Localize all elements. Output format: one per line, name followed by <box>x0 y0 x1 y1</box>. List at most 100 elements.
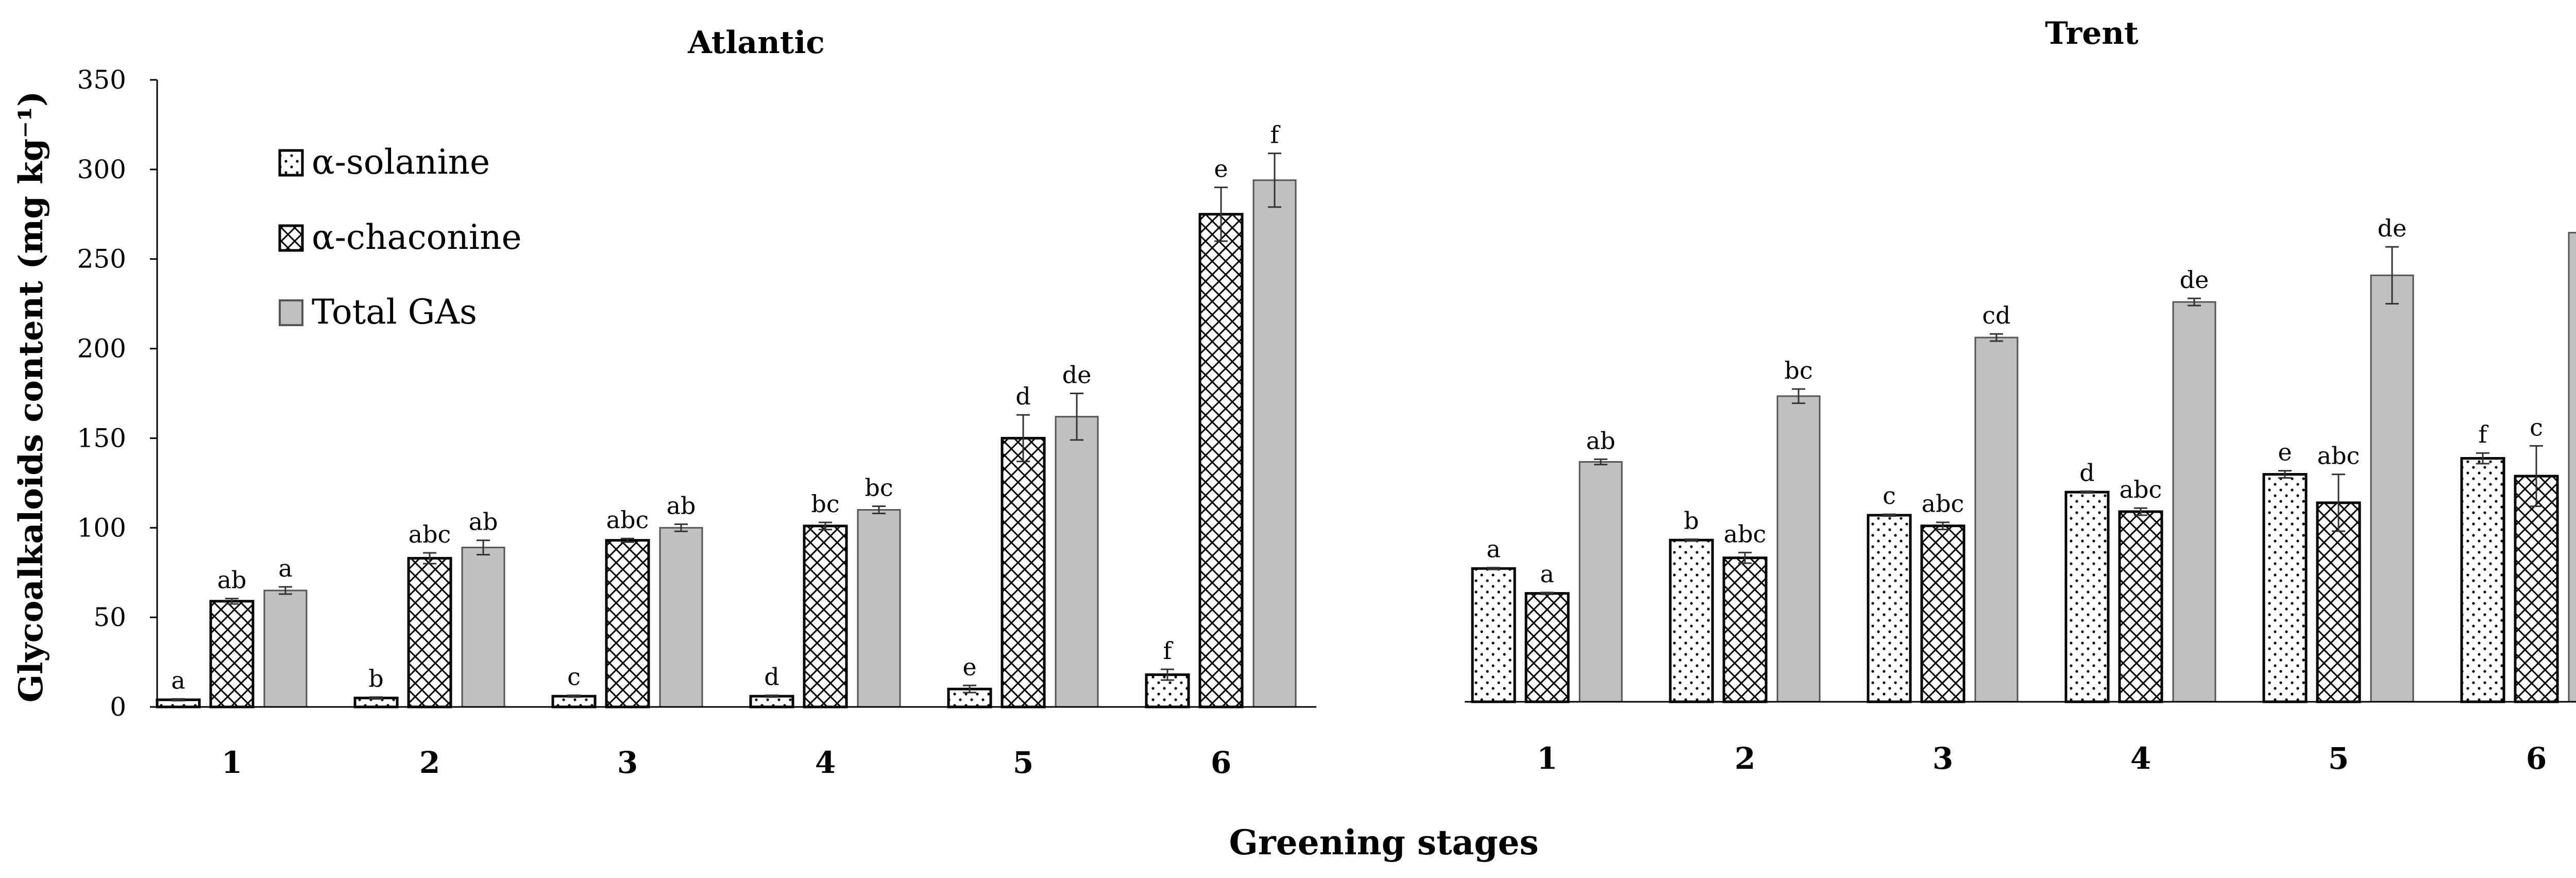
error-bar <box>2134 507 2147 516</box>
y-tick-label: 100 <box>77 513 126 543</box>
bar-total <box>1579 461 1623 703</box>
error-bar <box>1268 153 1281 208</box>
trent-bars: aaabbabcbccabccddabcdeeabcdefce <box>1471 214 2576 703</box>
legend-swatch-solanine <box>278 149 304 177</box>
x-tick-label: 1 <box>222 745 242 780</box>
significance-letter: f <box>1163 637 1173 665</box>
bar-chaconine <box>803 525 848 708</box>
x-axis-title: Greening stages <box>1229 822 1539 863</box>
bar-total <box>2370 274 2414 703</box>
atlantic-y-axis: 0 50 100 150 200 250 300 350 <box>77 65 158 722</box>
x-tick-label: 4 <box>2130 741 2151 776</box>
legend: α-solanine α-chaconine Total GAs <box>278 142 522 332</box>
significance-letter: a <box>1540 560 1554 588</box>
significance-letter: abc <box>1922 490 1964 518</box>
error-bar <box>279 586 292 595</box>
x-tick-label: 3 <box>1933 741 1953 776</box>
bar-chaconine <box>1524 592 1570 703</box>
error-bar <box>423 552 436 565</box>
bar-solanine <box>2460 457 2505 703</box>
error-bar <box>2188 297 2201 307</box>
y-tick-label: 150 <box>77 423 126 453</box>
significance-letter: f <box>1270 121 1280 149</box>
significance-letter: abc <box>1724 520 1767 548</box>
error-bar <box>1936 521 1950 530</box>
bar-solanine <box>1471 567 1516 703</box>
x-tick-label: 6 <box>1211 745 1231 780</box>
bar-chaconine <box>605 539 650 708</box>
error-bar <box>2385 246 2399 305</box>
significance-letter: cd <box>1982 301 2010 329</box>
error-bar <box>1883 513 1896 517</box>
error-bar <box>1990 333 2003 342</box>
trent-x-axis: 1 2 3 4 5 6 <box>1465 701 2576 776</box>
bar-total <box>1974 336 2019 703</box>
error-bar <box>1070 393 1083 441</box>
bar-total <box>659 527 703 708</box>
significance-letter: bc <box>811 490 839 518</box>
y-tick-label: 0 <box>110 692 126 722</box>
significance-letter: abc <box>2120 476 2162 503</box>
significance-letter: d <box>764 663 779 690</box>
bar-total <box>1252 179 1297 708</box>
y-axis-title: Glycoalkaloids content (mg kg⁻¹) <box>12 91 50 703</box>
error-bar <box>2530 445 2543 508</box>
legend-label-solanine: α-solanine <box>312 142 490 182</box>
atlantic-title: Atlantic <box>687 25 825 61</box>
significance-letter: a <box>278 554 292 582</box>
significance-letter: de <box>2378 214 2407 242</box>
x-tick-label: 5 <box>1013 745 1033 780</box>
bar-chaconine <box>2316 501 2361 703</box>
error-bar <box>1792 388 1805 404</box>
error-bar <box>369 696 383 700</box>
error-bar <box>1487 567 1500 570</box>
bar-total <box>857 509 901 708</box>
trent-panel: Trent aaabbabcbccabccddabcdeeabcdefce 12… <box>1465 15 2576 776</box>
significance-letter: de <box>2180 266 2209 294</box>
error-bar <box>674 523 688 532</box>
bar-solanine <box>1669 538 1714 703</box>
error-bar <box>1540 592 1554 595</box>
error-bar <box>2332 474 2345 532</box>
significance-letter: ab <box>217 566 247 594</box>
significance-letter: c <box>1883 482 1896 510</box>
significance-letter: e <box>2278 438 2292 466</box>
x-tick-label: 2 <box>419 745 440 780</box>
x-tick-label: 5 <box>2328 741 2349 776</box>
error-bar <box>1594 458 1607 466</box>
significance-letter: d <box>1015 382 1030 410</box>
bar-solanine <box>2064 491 2110 703</box>
significance-letter: b <box>368 665 383 693</box>
bar-total <box>461 547 505 708</box>
significance-letter: c <box>2530 413 2543 441</box>
significance-letter: ab <box>1586 427 1616 454</box>
legend-swatch-total <box>279 299 303 326</box>
error-bar <box>2278 470 2292 479</box>
y-tick-label: 200 <box>77 334 126 364</box>
significance-letter: abc <box>2317 442 2360 470</box>
significance-letter: c <box>567 663 581 690</box>
bar-chaconine <box>1001 436 1046 708</box>
significance-letter: e <box>962 653 976 681</box>
error-bar <box>2476 452 2489 465</box>
error-bar <box>2080 490 2094 494</box>
error-bar <box>477 539 490 555</box>
significance-letter: de <box>1062 361 1092 389</box>
bar-chaconine <box>209 600 255 708</box>
significance-letter: abc <box>606 506 649 534</box>
error-bar <box>172 698 185 702</box>
error-bar <box>872 505 886 514</box>
significance-letter: e <box>1214 155 1228 183</box>
significance-letter: bc <box>1784 357 1812 384</box>
x-tick-label: 1 <box>1537 741 1557 776</box>
error-bar <box>1016 414 1030 463</box>
error-bar <box>225 598 239 605</box>
error-bar <box>819 521 832 531</box>
bar-total <box>1055 416 1099 708</box>
significance-letter: ab <box>667 492 696 519</box>
bar-chaconine <box>1920 525 1965 703</box>
bar-total <box>263 589 308 708</box>
error-bar <box>1161 668 1174 681</box>
